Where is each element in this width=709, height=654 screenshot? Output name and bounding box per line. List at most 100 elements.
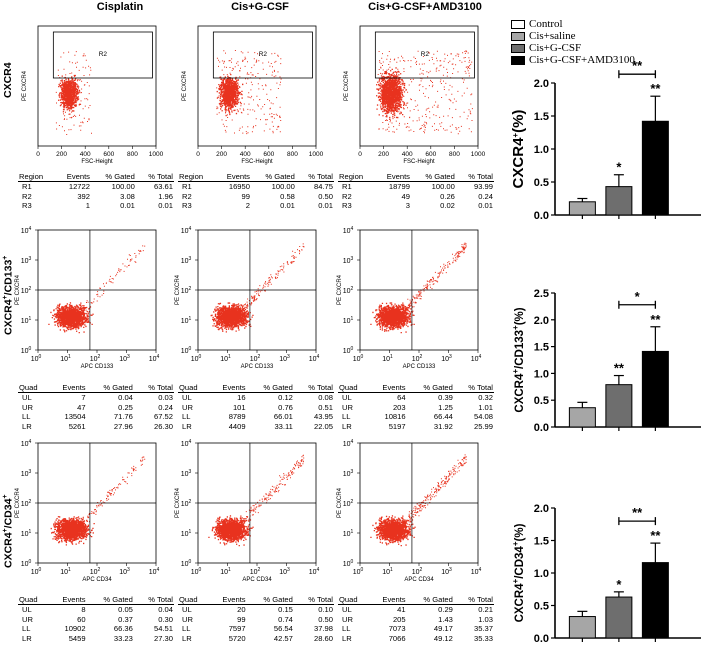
x-tick-label: 102	[412, 567, 423, 576]
y-tick-label: 1.5	[534, 536, 549, 548]
scatter-diagonal-points	[401, 454, 467, 529]
table-header: Quad	[18, 595, 49, 605]
legend-swatch-cis-saline	[511, 31, 525, 41]
table-cell: 49	[401, 191, 410, 201]
scatter-dense-cluster	[370, 302, 415, 334]
table-cell: 0.50	[318, 191, 333, 201]
table-header: Events	[48, 383, 87, 393]
table-header: % Total	[135, 172, 174, 182]
table-header: Events	[368, 595, 407, 605]
y-axis-label: CXCR4+/CD34+(%)	[511, 523, 526, 622]
table-cell: 7597	[228, 624, 246, 634]
scatter-dense-cluster	[50, 513, 95, 546]
table-cell: R2	[342, 191, 352, 201]
table-cell: 0.15	[278, 605, 293, 614]
table-cell: 93.99	[473, 182, 493, 191]
table-cell: 0.02	[440, 201, 455, 211]
table-cell: 7073	[388, 624, 406, 634]
table-row: UR 203 1.25 1.01	[338, 403, 494, 413]
table-cell: 0.01	[158, 201, 173, 211]
table-cell: 67.52	[153, 412, 173, 422]
plot-frame	[37, 442, 157, 564]
x-tick-label: 102	[90, 567, 101, 576]
x-tick-label: 101	[60, 567, 71, 576]
y-tick-label: 102	[343, 286, 354, 295]
x-tick-label: 102	[90, 354, 101, 363]
scatter-dense-cluster	[48, 302, 94, 334]
row-label-cxcr4-cd34: CXCR4+/CD34+	[2, 494, 15, 568]
table-cell: LR	[342, 633, 352, 643]
table-header: % Gated	[86, 595, 134, 605]
gate-r2-label: R2	[259, 51, 268, 58]
table-cell: 66.36	[113, 624, 133, 634]
x-tick-label: 104	[149, 567, 160, 576]
stats-table-row2-cis-gcsf: Quad Events% Gated% Total UL 16 0.12 0.08 UR 10…	[178, 383, 334, 431]
y-tick-label: 103	[181, 469, 192, 478]
table-cell: 35.37	[473, 624, 493, 634]
table-cell: R1	[22, 182, 32, 191]
x-tick-label: 104	[309, 354, 320, 363]
y-tick-label: 103	[21, 469, 32, 478]
y-tick-label: 0.0	[534, 633, 549, 645]
table-header: Events	[215, 172, 251, 182]
table-cell: LL	[342, 624, 351, 634]
table-cell: 0.01	[280, 201, 295, 211]
table-row: UL 64 0.39 0.32	[338, 393, 494, 403]
table-cell: 28.60	[313, 633, 333, 643]
table-cell: UR	[182, 614, 193, 624]
x-tick-label: 103	[441, 354, 452, 363]
scatter-diagonal-points	[80, 456, 146, 529]
table-header: % Gated	[410, 172, 456, 182]
table-cell: UR	[22, 614, 33, 624]
table-row: R2 99 0.58 0.50	[178, 192, 334, 202]
stats-table-row1-cisplatin: Region Events% Gated% Total R1 12722 100.00 6…	[18, 172, 174, 211]
x-tick-label: 800	[127, 151, 138, 158]
y-tick-label: 0.5	[534, 601, 549, 613]
x-tick-label: 0	[36, 151, 40, 158]
table-cell: 66.44	[433, 412, 453, 422]
column-title-cisplatin: Cisplatin	[96, 1, 144, 13]
significance-mark-2: *	[616, 577, 622, 592]
y-tick-label: 102	[21, 286, 32, 295]
table-cell: UL	[342, 393, 352, 402]
y-tick-label: 1.0	[534, 568, 549, 580]
y-tick-label: 101	[181, 316, 192, 325]
table-header: Events	[55, 172, 91, 182]
table-cell: 0.01	[120, 201, 135, 211]
table-row: LL 7073 49.17 35.37	[338, 624, 494, 634]
table-cell: 16	[237, 393, 246, 402]
y-tick-label: 1.0	[534, 144, 549, 156]
table-cell: 0.04	[158, 605, 173, 614]
table-header: % Total	[133, 595, 174, 605]
table-cell: 0.30	[158, 614, 173, 624]
table-cell: 0.50	[318, 614, 333, 624]
scatter-sparse-points	[216, 50, 282, 135]
table-cell: 8789	[228, 412, 246, 422]
table-cell: 56.54	[273, 624, 293, 634]
table-row: LL 10816 66.44 54.08	[338, 412, 494, 422]
y-axis-label: PE CXCR4	[15, 487, 21, 518]
y-tick-label: 101	[343, 529, 354, 538]
table-cell: 7066	[388, 633, 406, 643]
table-row: LR 5261 27.96 26.30	[18, 422, 174, 432]
scatter-dense-cluster	[370, 515, 416, 547]
plot-frame	[37, 25, 157, 147]
x-axis-label: APC CD34	[82, 577, 112, 583]
x-tick-label: 0	[196, 151, 200, 158]
table-cell: R3	[22, 201, 32, 211]
table-row: R1 18799 100.00 93.99	[338, 182, 494, 192]
table-cell: LL	[22, 412, 31, 422]
y-axis-label: PE CXCR4	[182, 70, 188, 101]
x-tick-label: 100	[191, 354, 202, 363]
table-cell: 0.05	[118, 605, 133, 614]
bar-2	[605, 596, 633, 639]
table-cell: 49.17	[433, 624, 453, 634]
x-tick-label: 400	[240, 151, 251, 158]
scatter-diagonal-points	[239, 243, 305, 315]
scatter-sparse-points	[377, 50, 473, 135]
x-tick-label: 1000	[309, 151, 324, 158]
y-tick-label: 0.0	[534, 210, 549, 222]
